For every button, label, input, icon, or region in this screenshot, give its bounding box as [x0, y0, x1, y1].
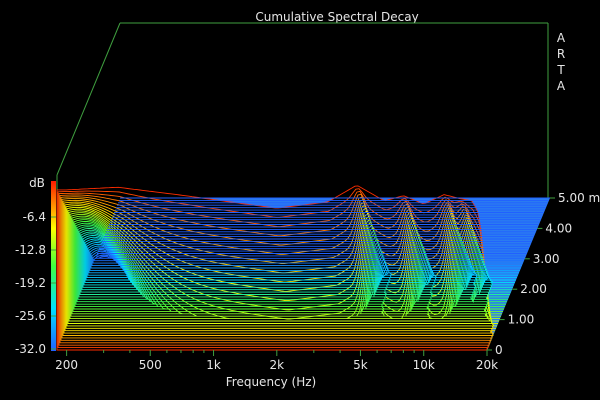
colorbar-tick-label: -6.4 [23, 210, 46, 224]
t-tick-label: 5.00 ms [558, 191, 600, 205]
decay-slice [93, 254, 524, 262]
colorbar: dB -6.4 -12.8 -19.2 -25.6 -32.0 [15, 176, 56, 356]
t-tick-label: 2.00 [520, 282, 547, 296]
colorbar-ticks: -6.4 -12.8 -19.2 -25.6 -32.0 [15, 210, 56, 356]
t-tick-label: 4.00 [545, 221, 572, 235]
x-tick-label: 1k [206, 358, 221, 372]
watermark-letter-1: A [557, 31, 566, 45]
x-tick-label: 5k [353, 358, 368, 372]
colorbar-unit: dB [29, 176, 45, 190]
colorbar-ramp [51, 181, 56, 351]
x-axis-label: Frequency (Hz) [226, 375, 317, 389]
x-tick-label: 500 [139, 358, 162, 372]
frame-diag-left [56, 22, 121, 176]
decay-slice [89, 247, 520, 271]
decay-slice [91, 250, 522, 267]
time-axis: 0 1.00 2.00 3.00 4.00 5.00 ms [487, 191, 600, 357]
frequency-axis: 200 500 1k 2k 5k 10k 20k [55, 350, 498, 372]
x-tick-label: 2k [270, 358, 285, 372]
x-tick-label: 20k [476, 358, 498, 372]
colorbar-tick-label: -25.6 [15, 309, 46, 323]
t-tick-label: 0 [495, 343, 503, 357]
watermark-letter-3: T [556, 63, 565, 77]
decay-slice [95, 256, 525, 259]
x-tick-label: 200 [55, 358, 78, 372]
x-tick-label: 10k [413, 358, 435, 372]
colorbar-tick-label: -32.0 [15, 342, 46, 356]
chart-title: Cumulative Spectral Decay [255, 10, 418, 24]
colorbar-tick-label: -19.2 [15, 276, 46, 290]
t-tick-label: 1.00 [508, 313, 535, 327]
watermark-letter-4: A [557, 79, 566, 93]
t-tick-label: 3.00 [533, 252, 560, 266]
decay-slice [90, 249, 521, 269]
decay-slices [56, 185, 550, 351]
watermark-letter-2: R [557, 47, 565, 61]
colorbar-tick-label: -12.8 [15, 243, 46, 257]
decay-slice [92, 252, 523, 264]
decay-slice [88, 245, 519, 274]
decay-slice [87, 243, 518, 276]
